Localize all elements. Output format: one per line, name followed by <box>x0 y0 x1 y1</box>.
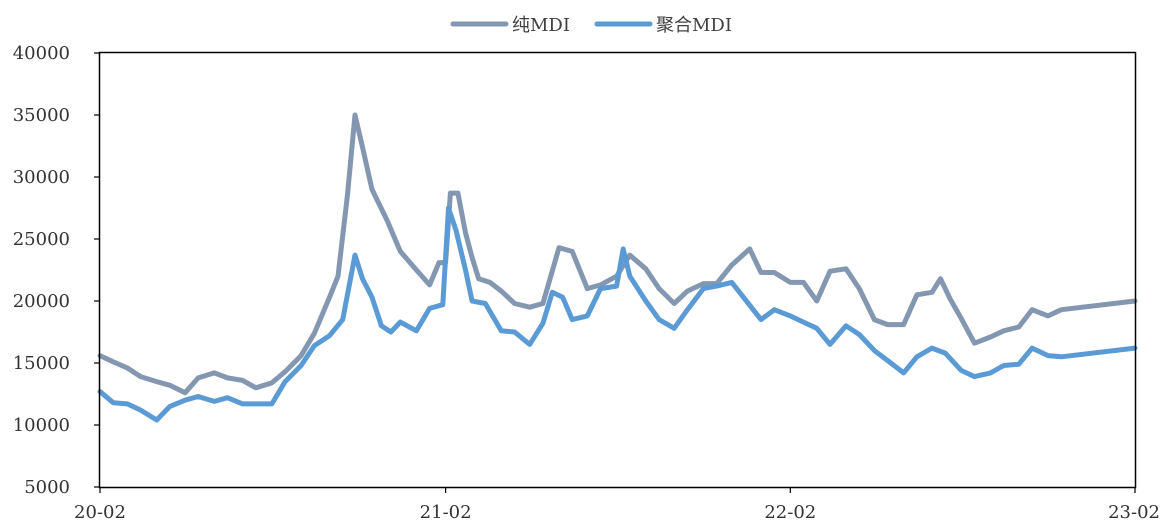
series-line-pure-mdi <box>97 112 1138 396</box>
x-axis-ticks: 20-02 21-02 22-02 23-02 <box>74 487 1160 523</box>
x-tick-label: 20-02 <box>74 502 126 523</box>
y-tick-label: 35000 <box>13 105 70 126</box>
legend-label-pure-mdi: 纯MDI <box>512 15 570 36</box>
y-tick-label: 40000 <box>13 43 70 64</box>
legend: 纯MDI 聚合MDI <box>450 15 732 36</box>
y-tick-label: 20000 <box>13 291 70 312</box>
series-line-polymeric-mdi <box>97 205 1138 423</box>
legend-label-polymeric-mdi: 聚合MDI <box>656 15 732 36</box>
y-tick-label: 25000 <box>13 229 70 250</box>
y-tick-label: 15000 <box>13 353 70 374</box>
y-axis-ticks: 5000 10000 15000 20000 25000 30000 35000 40000 <box>13 43 100 498</box>
x-tick-label: 23-02 <box>1108 502 1160 523</box>
x-tick-label: 21-02 <box>420 502 472 523</box>
y-tick-label: 30000 <box>13 167 70 188</box>
y-tick-label: 5000 <box>24 477 70 498</box>
y-tick-label: 10000 <box>13 415 70 436</box>
series-layer <box>97 112 1138 423</box>
x-tick-label: 22-02 <box>764 502 816 523</box>
plot-area-border <box>98 51 1137 489</box>
